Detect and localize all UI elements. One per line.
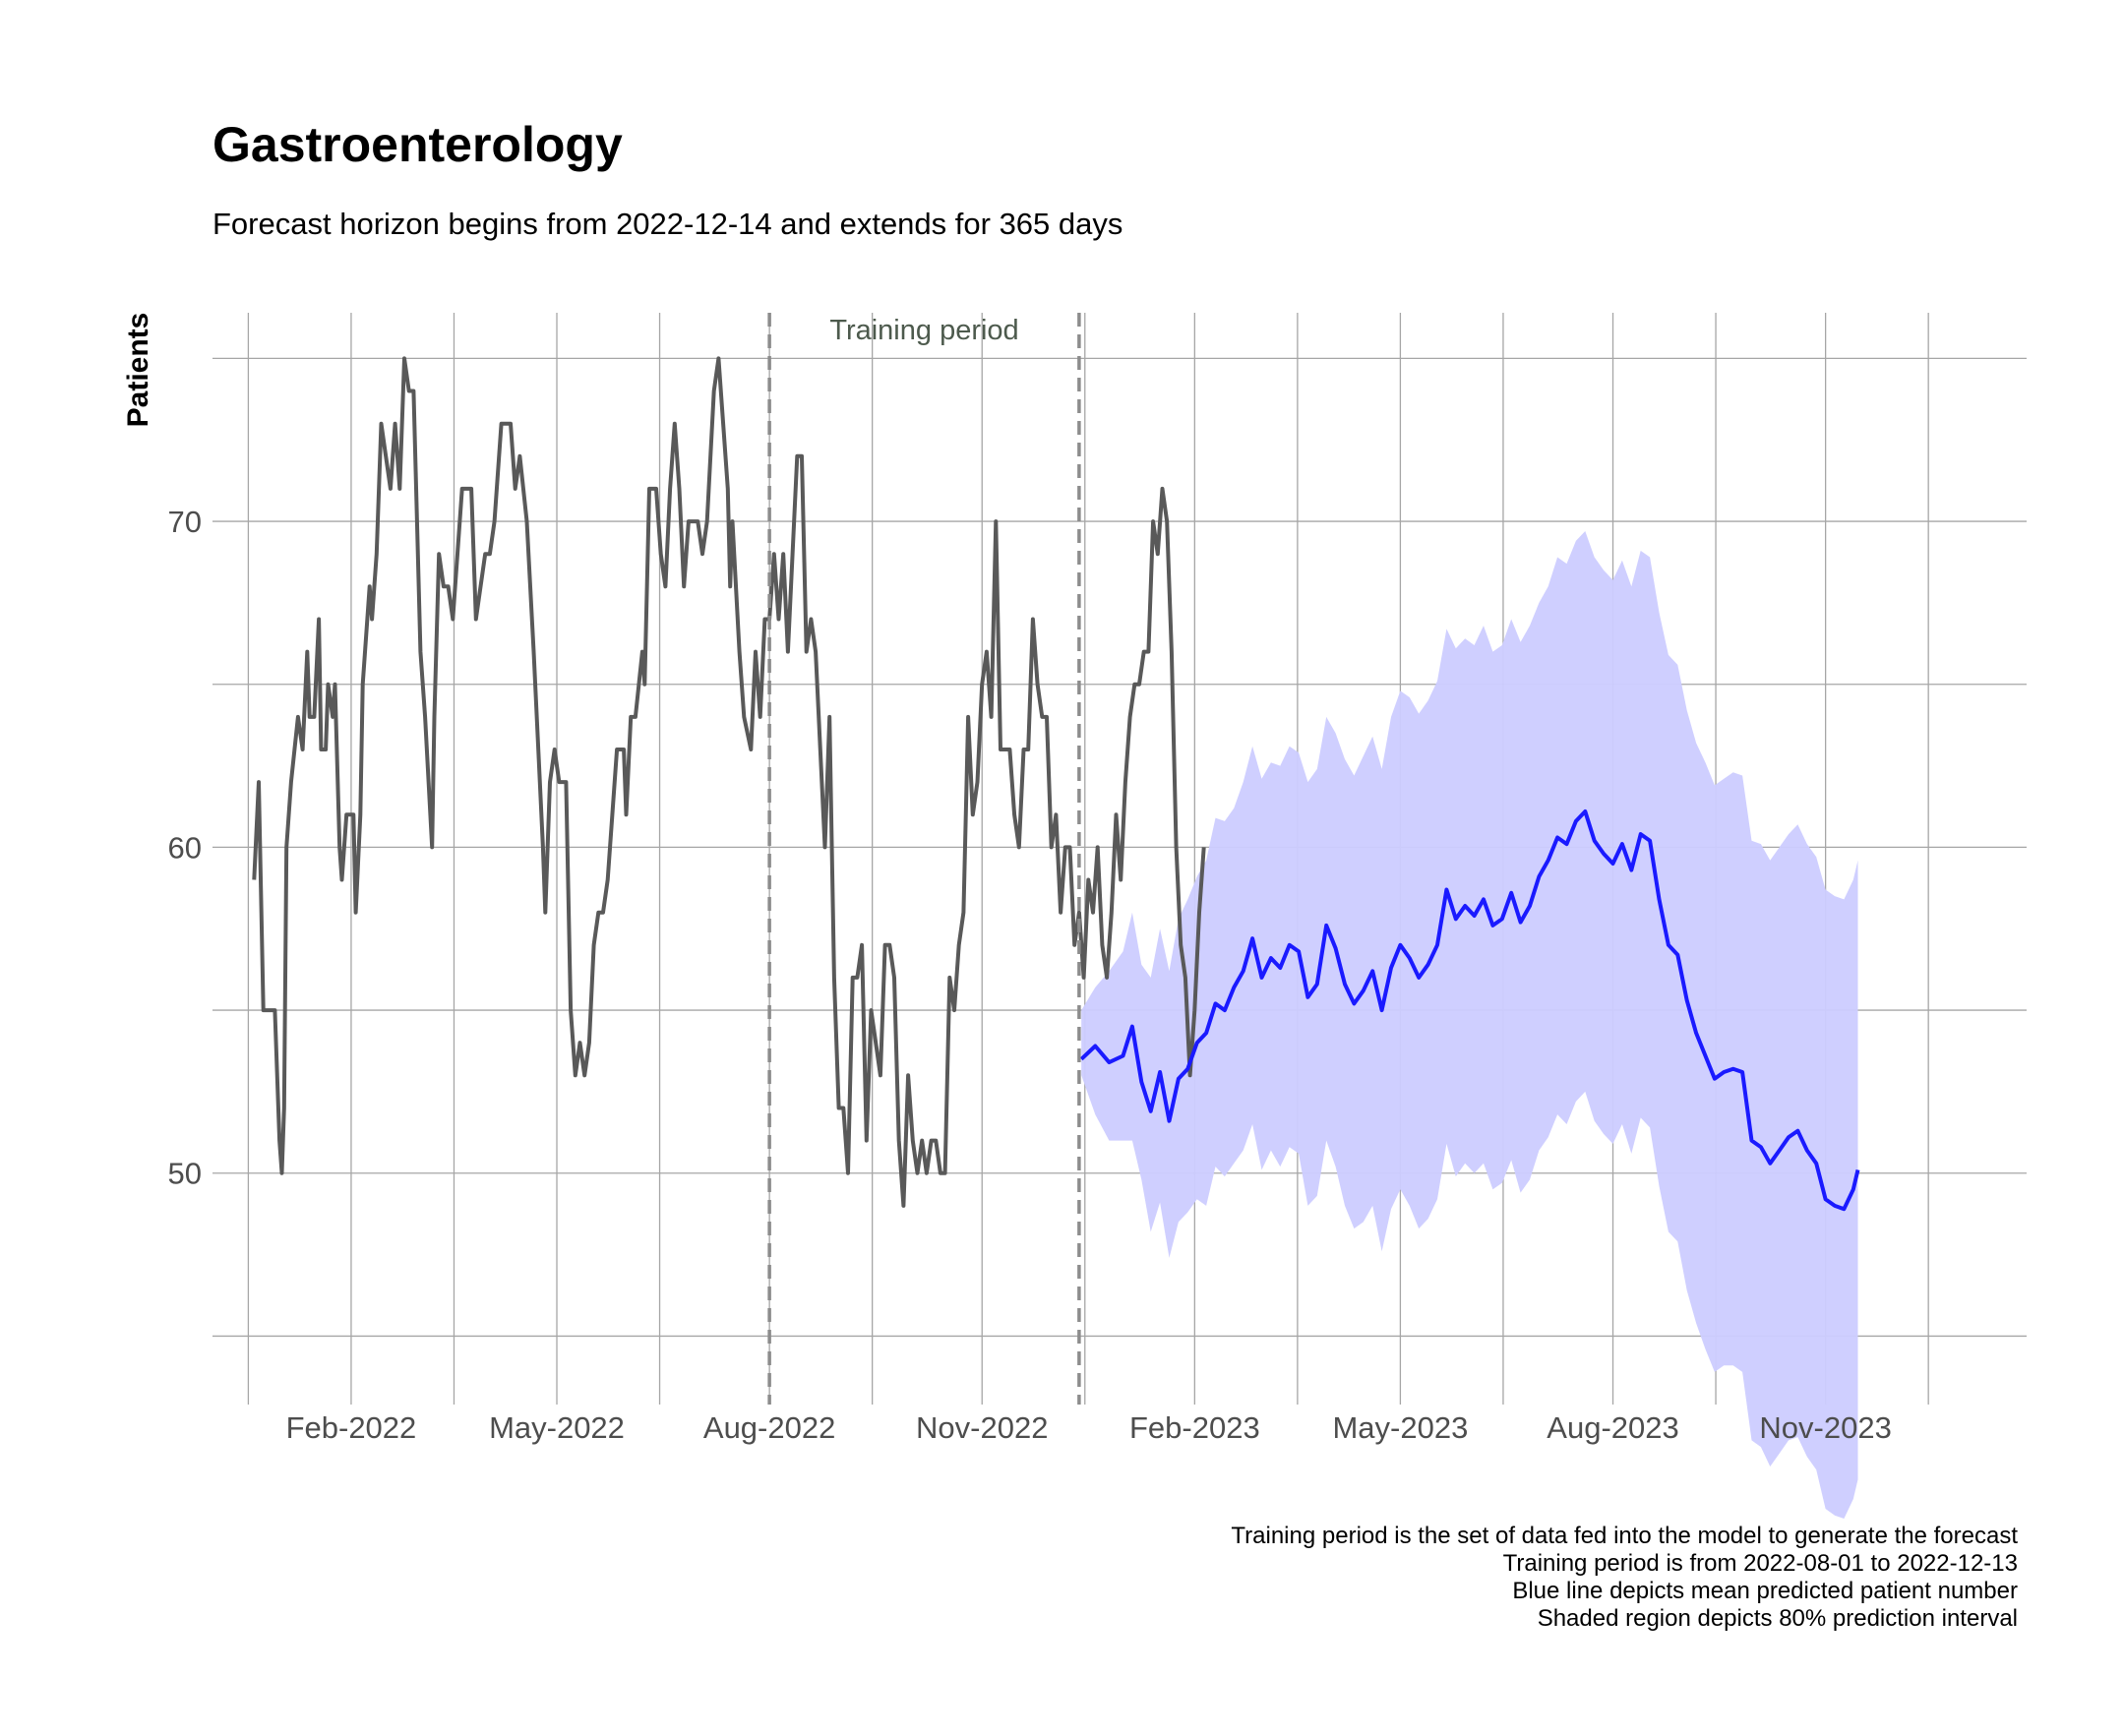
y-tick-label: 60	[168, 830, 202, 865]
caption: Training period is the set of data fed i…	[1231, 1523, 2018, 1633]
chart-subtitle: Forecast horizon begins from 2022-12-14 …	[212, 207, 1123, 241]
prediction-interval-area	[1081, 531, 1858, 1519]
training-period-markers	[767, 313, 1081, 1405]
history-line	[252, 356, 1206, 1208]
chart-title: Gastroenterology	[212, 117, 623, 172]
y-tick-label: 70	[168, 505, 202, 539]
x-tick-label: Feb-2022	[286, 1410, 417, 1445]
prediction-interval-band	[1081, 531, 1858, 1519]
x-tick-label: Nov-2023	[1759, 1410, 1891, 1445]
forecast-mean-line	[1079, 809, 1860, 1212]
caption-line: Shaded region depicts 80% prediction int…	[1537, 1605, 2018, 1632]
x-tick-label: Aug-2023	[1547, 1410, 1678, 1445]
training-period-label: Training period	[829, 315, 1018, 346]
series-lines	[252, 356, 1860, 1212]
caption-line: Training period is the set of data fed i…	[1231, 1523, 2018, 1549]
x-tick-label: Aug-2022	[703, 1410, 835, 1445]
x-tick-label: Feb-2023	[1129, 1410, 1260, 1445]
y-axis-label: Patients	[122, 313, 154, 428]
x-axis-ticks: Feb-2022 May-2022 Aug-2022 Nov-2022 Feb-2023…	[286, 1410, 1892, 1445]
y-axis-ticks: 50 60 70	[168, 505, 202, 1191]
caption-line: Training period is from 2022-08-01 to 20…	[1502, 1550, 2018, 1577]
y-tick-label: 50	[168, 1157, 202, 1191]
x-tick-label: Nov-2022	[916, 1410, 1048, 1445]
x-tick-label: May-2023	[1332, 1410, 1468, 1445]
caption-line: Blue line depicts mean predicted patient…	[1512, 1578, 2018, 1604]
x-tick-label: May-2022	[489, 1410, 625, 1445]
